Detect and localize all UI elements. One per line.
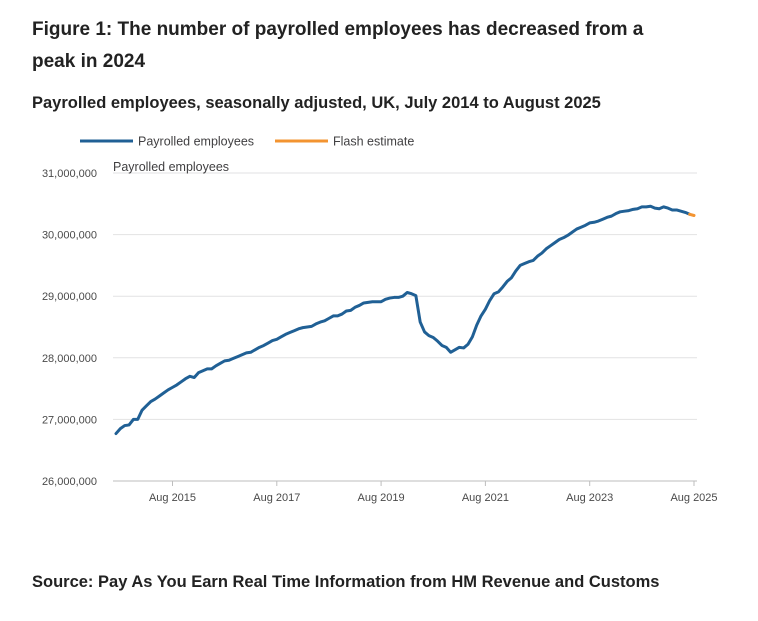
x-tick-label: Aug 2025 [670, 492, 717, 504]
payrolled-employees-line-chart: Payrolled employees Flash estimate 26,000… [42, 135, 718, 505]
legend-label-flash-estimate: Flash estimate [333, 135, 414, 149]
y-axis-title: Payrolled employees [113, 160, 229, 174]
y-axis-tick-labels: 26,000,000 27,000,000 28,000,000 29,000,000… [42, 168, 97, 488]
x-tick-label: Aug 2017 [253, 492, 300, 504]
x-axis: Aug 2015 Aug 2017 Aug 2019 Aug 2021 Aug 2023… [149, 481, 718, 504]
series-line-payrolled-employees [114, 204, 692, 436]
source-note: Source: Pay As You Earn Real Time Inform… [32, 573, 660, 591]
y-tick-label: 29,000,000 [42, 291, 97, 303]
x-tick-label: Aug 2023 [566, 492, 613, 504]
series-line-flash-estimate [688, 212, 696, 217]
x-tick-label: Aug 2019 [358, 492, 405, 504]
y-tick-label: 31,000,000 [42, 168, 97, 180]
chart-title: Figure 1: The number of payrolled employ… [32, 19, 644, 72]
y-tick-label: 28,000,000 [42, 353, 97, 365]
chart-subtitle: Payrolled employees, seasonally adjusted… [32, 94, 601, 112]
chart-series [114, 204, 696, 436]
y-gridlines [113, 172, 697, 482]
x-tick-label: Aug 2015 [149, 492, 196, 504]
y-tick-label: 27,000,000 [42, 414, 97, 426]
y-tick-label: 26,000,000 [42, 476, 97, 488]
chart-legend: Payrolled employees Flash estimate [80, 135, 414, 149]
y-tick-label: 30,000,000 [42, 230, 97, 242]
x-tick-label: Aug 2021 [462, 492, 509, 504]
legend-label-payrolled-employees: Payrolled employees [138, 135, 254, 149]
